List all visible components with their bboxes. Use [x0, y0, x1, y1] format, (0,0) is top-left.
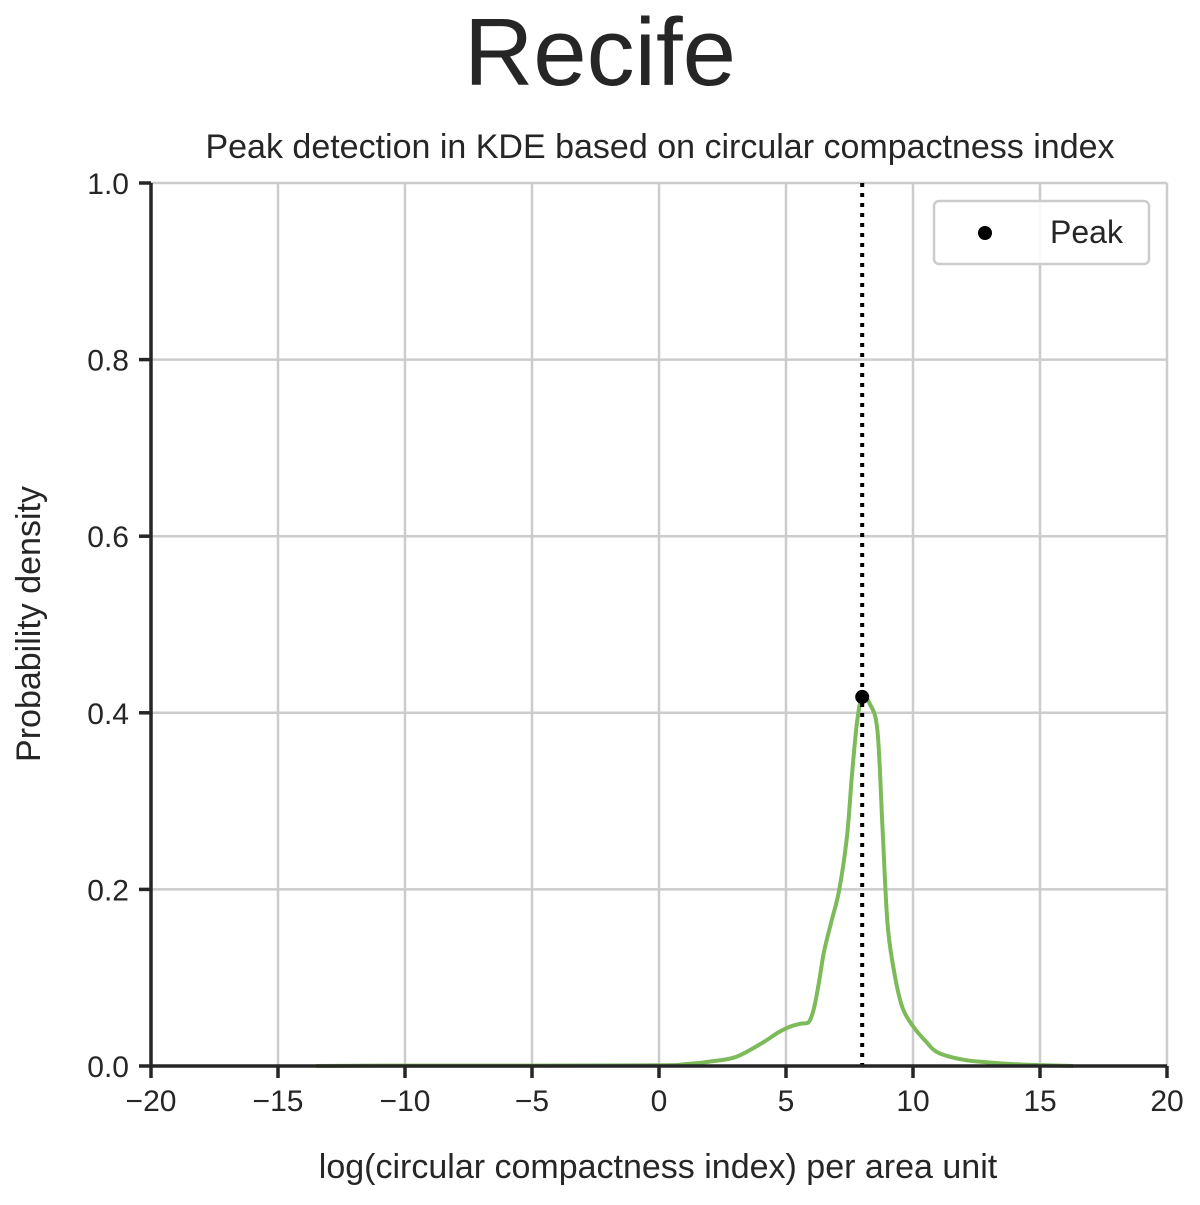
- plot-area: [316, 183, 1074, 1068]
- peak-marker: [855, 689, 870, 704]
- y-tick-label: 0.4: [87, 698, 129, 731]
- figure-suptitle: Recife: [464, 0, 736, 106]
- x-tick-label: 5: [778, 1085, 795, 1118]
- y-tick-label: 0.0: [87, 1051, 129, 1084]
- legend: Peak: [932, 199, 1151, 266]
- x-tick-label: 20: [1150, 1085, 1183, 1118]
- y-tick-label: 0.8: [87, 345, 129, 378]
- legend-peak-label: Peak: [1050, 214, 1124, 250]
- legend-box: [932, 199, 1151, 266]
- x-tick-label: 0: [651, 1085, 668, 1118]
- legend-peak-marker: [978, 226, 992, 240]
- x-tick-label: −5: [515, 1085, 549, 1118]
- x-tick-label: −10: [380, 1085, 431, 1118]
- x-tick-label: −15: [253, 1085, 304, 1118]
- y-axis-label: Probability density: [10, 486, 48, 762]
- chart-title: Peak detection in KDE based on circular …: [205, 128, 1114, 166]
- kde-line: [316, 694, 1074, 1068]
- y-tick-label: 0.6: [87, 521, 129, 554]
- axes: −20 −15 −10 −5 0 5 10 15 20 0.0 0.2 0.4 0.6 0.8 1.0: [87, 168, 1183, 1118]
- y-tick-label: 0.2: [87, 874, 129, 907]
- x-tick-label: 15: [1023, 1085, 1056, 1118]
- x-axis-label: log(circular compactness index) per area…: [319, 1148, 998, 1186]
- x-tick-label: −20: [126, 1085, 177, 1118]
- grid: [149, 181, 1169, 1068]
- x-tick-label: 10: [896, 1085, 929, 1118]
- y-tick-label: 1.0: [87, 168, 129, 201]
